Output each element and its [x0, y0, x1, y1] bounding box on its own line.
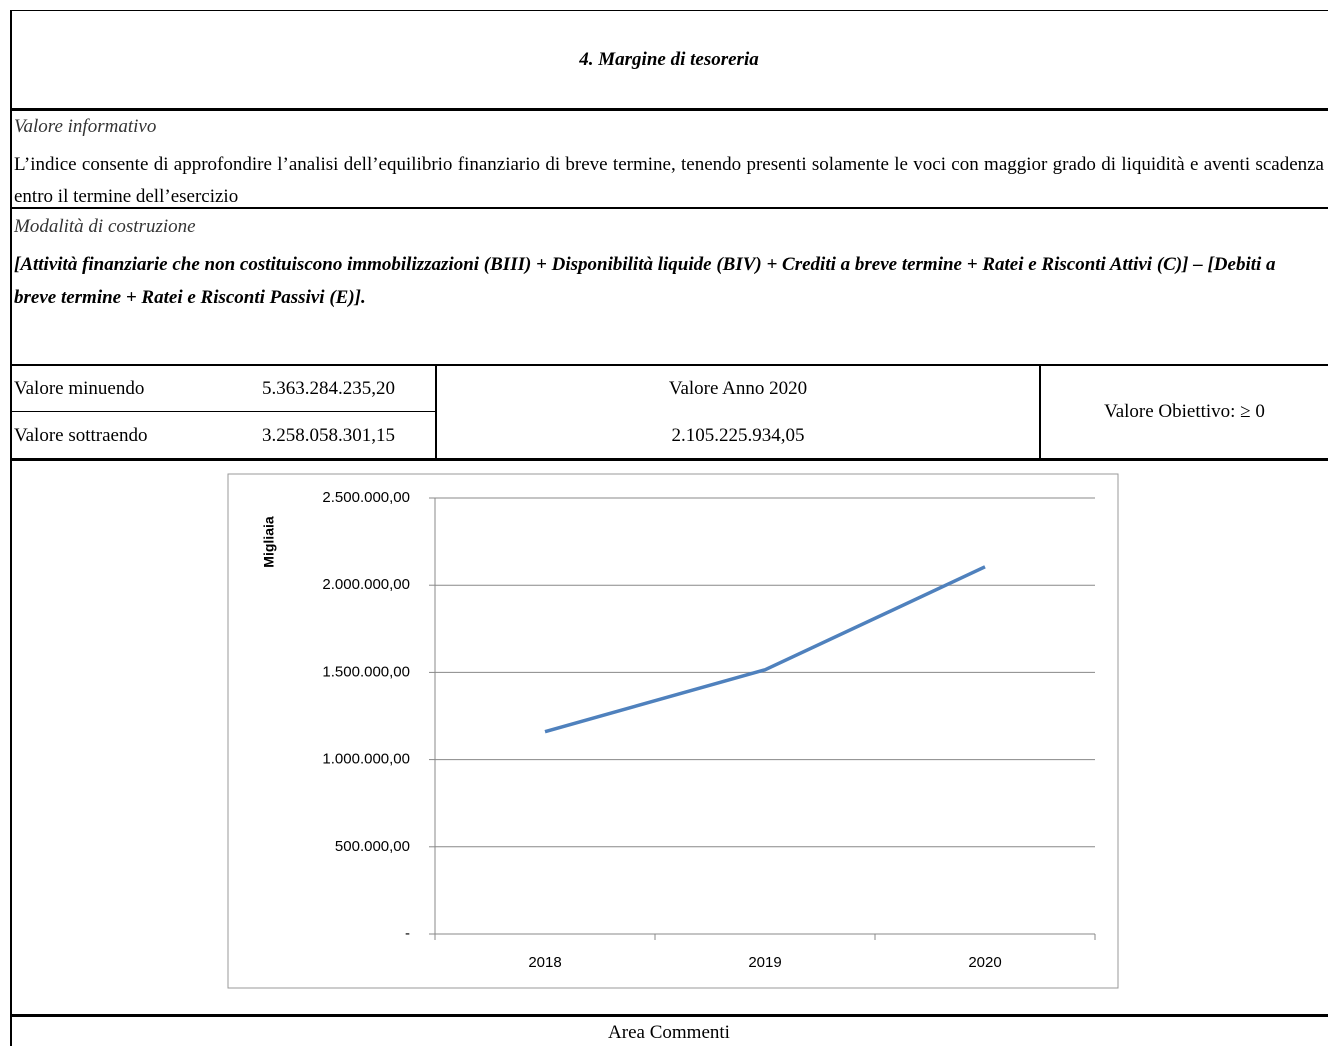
row-value: 3.258.058.301,15 — [262, 425, 395, 446]
chart-frame — [227, 473, 1119, 989]
y-axis-title: Migliaia — [261, 516, 277, 568]
border — [10, 10, 12, 1046]
y-tick-label: 500.000,00 — [335, 838, 410, 855]
border — [435, 364, 437, 460]
y-tick-label: 2.500.000,00 — [322, 489, 410, 506]
year-label: Valore Anno 2020 — [668, 378, 808, 399]
info-text: L’indice consente di approfondire l’anal… — [14, 154, 1324, 207]
border — [10, 10, 1328, 11]
row-value: 5.363.284.235,20 — [262, 378, 395, 399]
border — [10, 458, 1328, 461]
year-value: 2.105.225.934,05 — [671, 425, 805, 446]
x-tick-label: 2020 — [968, 954, 1001, 971]
target: Valore Obiettivo: ≥ 0 — [1104, 401, 1265, 422]
comments: Area Commenti — [608, 1022, 730, 1043]
border — [10, 207, 1328, 209]
border — [10, 1014, 1328, 1017]
row-label: Valore minuendo — [14, 378, 145, 399]
construction-heading: Modalità di costruzione — [14, 216, 196, 237]
formula: [Attività finanziarie che non costituisc… — [14, 254, 1276, 308]
info-heading: Valore informativo — [14, 116, 157, 137]
x-tick-label: 2019 — [748, 954, 781, 971]
line-series — [544, 565, 986, 734]
border — [1039, 364, 1041, 460]
border — [10, 411, 435, 412]
row-label: Valore sottraendo — [14, 425, 148, 446]
title: 4. Margine di tesoreria — [579, 49, 759, 70]
y-tick-label: - — [405, 925, 410, 942]
border — [10, 108, 1328, 111]
border — [10, 364, 1328, 366]
x-tick-label: 2018 — [528, 954, 561, 971]
y-tick-label: 2.000.000,00 — [322, 576, 410, 593]
y-tick-label: 1.500.000,00 — [322, 663, 410, 680]
y-tick-label: 1.000.000,00 — [322, 751, 410, 768]
